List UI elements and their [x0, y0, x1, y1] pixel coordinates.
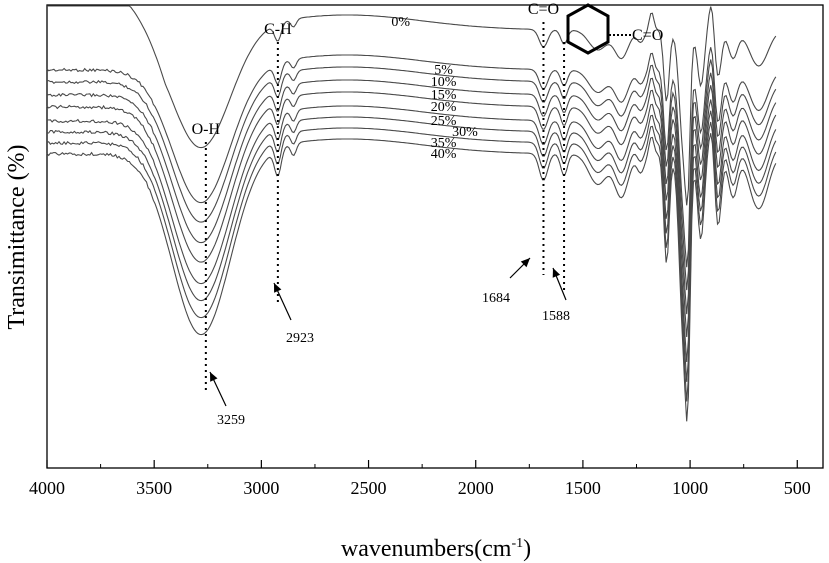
structure-carbonyl-label: C=O: [632, 27, 663, 44]
reference-label: C-H: [264, 21, 292, 38]
series-label: 0%: [391, 15, 410, 30]
wavenumber-annotation: 1588: [542, 309, 570, 324]
wavenumber-annotation: 2923: [286, 331, 314, 346]
hexagon-ring-shape: [566, 3, 610, 55]
series-line: [47, 5, 777, 206]
series-line: [46, 110, 777, 382]
arrow-head-icon: [552, 268, 561, 278]
series-label: 30%: [452, 125, 478, 140]
arrow-head-icon: [210, 372, 218, 382]
spectra-series-group: [46, 5, 777, 422]
series-line: [46, 59, 777, 291]
series-label: 10%: [431, 75, 457, 90]
plot-frame: [46, 4, 824, 469]
x-tick-label: 3500: [136, 478, 172, 498]
x-tick-label: 500: [784, 478, 811, 498]
series-label: 20%: [431, 100, 457, 115]
series-labels-group: 0% 5%10%15%20%25%30%35%40%: [391, 15, 478, 162]
series-label: 40%: [431, 147, 457, 162]
series-line: [46, 121, 777, 402]
x-tick-label: 2500: [351, 478, 387, 498]
x-axis-title: wavenumbers(cm-1): [341, 536, 531, 562]
reference-label: O-H: [192, 121, 221, 138]
y-axis-title: Transimittance (%): [4, 144, 30, 329]
series-label: 5%: [434, 63, 453, 78]
series-label: 15%: [431, 88, 457, 103]
x-tick-label: 1000: [672, 478, 708, 498]
series-line: [46, 47, 777, 268]
wavenumber-annotation: 3259: [217, 413, 245, 428]
x-tick-label: 3000: [243, 478, 279, 498]
series-label: 25%: [431, 114, 457, 129]
x-tick-label: 1500: [565, 478, 601, 498]
series-line: [46, 85, 777, 338]
x-tick-label: 2000: [458, 478, 494, 498]
series-line: [46, 72, 777, 315]
arrow-head-icon: [274, 283, 282, 293]
series-line: [46, 133, 777, 422]
x-axis-title-main: wavenumbers(cm: [341, 536, 512, 562]
x-tick-label: 4000: [29, 478, 65, 498]
x-axis-title-end: ): [523, 536, 531, 562]
annotations-group: 3259 2923 1684 1588: [209, 257, 570, 428]
reference-label: C=O: [528, 1, 559, 18]
x-ticks-group: 4000 3500 3000 2500 2000 1500 1000 500: [29, 460, 811, 498]
x-axis-title-superscript: -1: [511, 536, 523, 551]
arrow-head-icon: [520, 258, 530, 268]
series-line: [46, 99, 777, 363]
cyclohexane-structure-icon: C=O: [566, 3, 663, 55]
wavenumber-annotation: 1684: [482, 291, 510, 306]
reference-lines-group: O-H C-H C=O: [192, 1, 566, 392]
series-label: 35%: [431, 136, 457, 151]
